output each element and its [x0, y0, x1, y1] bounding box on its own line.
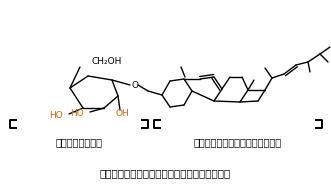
- Text: O: O: [131, 81, 138, 90]
- Text: OH: OH: [115, 110, 129, 119]
- Text: HO: HO: [49, 112, 63, 121]
- Text: CH₂OH: CH₂OH: [92, 58, 122, 66]
- Text: HO: HO: [70, 108, 84, 118]
- Text: ステロール（エルゴステロール）: ステロール（エルゴステロール）: [194, 137, 282, 147]
- Text: 糖（グルコース）: 糖（グルコース）: [56, 137, 103, 147]
- Text: 図３．酵母由来ステリルグルコシドの主要構造: 図３．酵母由来ステリルグルコシドの主要構造: [99, 168, 231, 178]
